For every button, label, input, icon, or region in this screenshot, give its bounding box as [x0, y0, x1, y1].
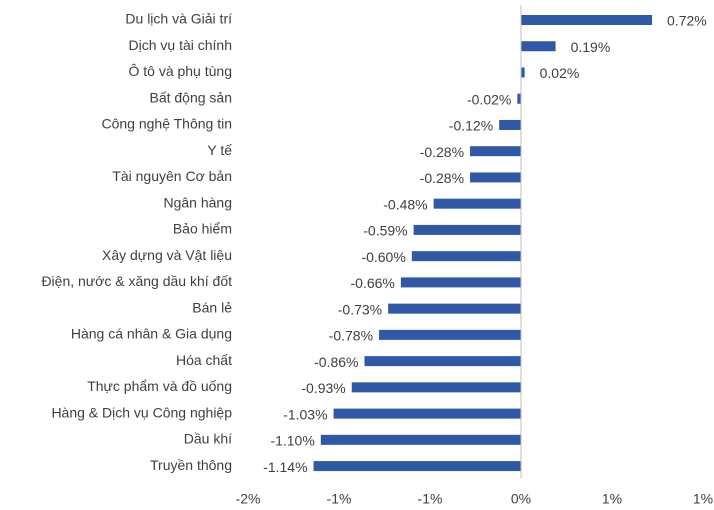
- x-tick-label: -1%: [418, 491, 443, 507]
- category-label: Thực phẩm và đồ uống: [87, 378, 232, 394]
- value-label: -1.14%: [263, 459, 307, 475]
- value-label: -0.48%: [383, 196, 427, 212]
- bar: [521, 41, 556, 52]
- category-label: Ngân hàng: [163, 194, 232, 210]
- category-label: Bất động sản: [149, 89, 232, 105]
- category-label: Hàng cá nhân & Gia dụng: [71, 326, 232, 342]
- value-label: -0.59%: [363, 223, 407, 239]
- bar: [411, 251, 521, 262]
- category-label: Bán lẻ: [192, 299, 232, 315]
- bar: [413, 224, 521, 235]
- bar: [313, 461, 521, 472]
- category-label: Hàng & Dịch vụ Công nghiệp: [51, 404, 232, 420]
- value-label: -1.03%: [283, 406, 327, 422]
- bar: [400, 277, 521, 288]
- value-label: -0.02%: [467, 91, 511, 107]
- category-label: Điện, nước & xăng dầu khí đốt: [41, 273, 232, 289]
- category-label: Công nghệ Thông tin: [101, 116, 232, 132]
- value-label: 0.19%: [571, 39, 611, 55]
- value-label: -0.28%: [420, 144, 464, 160]
- bar: [379, 329, 521, 340]
- bar: [517, 93, 521, 104]
- category-label: Ô tô và phụ tùng: [128, 63, 232, 79]
- value-label: -0.12%: [449, 118, 493, 134]
- bar: [333, 408, 521, 419]
- bar: [351, 382, 521, 393]
- value-label: -0.78%: [329, 328, 373, 344]
- x-tick-label: 0%: [511, 491, 531, 507]
- value-label: -0.93%: [301, 380, 345, 396]
- category-label: Hóa chất: [176, 352, 232, 368]
- bar: [388, 303, 521, 314]
- x-tick-label: 1%: [602, 491, 622, 507]
- value-label: 0.02%: [540, 65, 580, 81]
- category-label: Xây dựng và Vật liệu: [102, 247, 232, 263]
- x-tick-label: 1%: [693, 491, 713, 507]
- bar: [499, 119, 521, 130]
- bar: [521, 15, 653, 25]
- value-label: -0.60%: [361, 249, 405, 265]
- category-label: Truyền thông: [150, 457, 232, 473]
- category-label: Du lịch và Giải trí: [125, 11, 232, 27]
- x-tick-label: -1%: [327, 491, 352, 507]
- category-label: Tài nguyên Cơ bản: [112, 168, 232, 184]
- value-label: -1.10%: [270, 433, 314, 449]
- bar: [521, 67, 525, 78]
- category-label: Y tế: [207, 142, 232, 158]
- value-label: -0.73%: [338, 301, 382, 317]
- bar: [433, 198, 521, 209]
- bar: [470, 146, 521, 157]
- value-label: -0.86%: [314, 354, 358, 370]
- bar: [364, 356, 521, 367]
- category-label: Bảo hiểm: [173, 221, 232, 237]
- bar: [470, 172, 521, 183]
- category-label: Dầu khí: [184, 431, 232, 447]
- x-tick-label: -2%: [236, 491, 261, 507]
- bar: [320, 434, 521, 445]
- value-label: -0.28%: [420, 170, 464, 186]
- category-label: Dịch vụ tài chính: [129, 37, 233, 53]
- value-label: 0.72%: [667, 13, 707, 29]
- value-label: -0.66%: [351, 275, 395, 291]
